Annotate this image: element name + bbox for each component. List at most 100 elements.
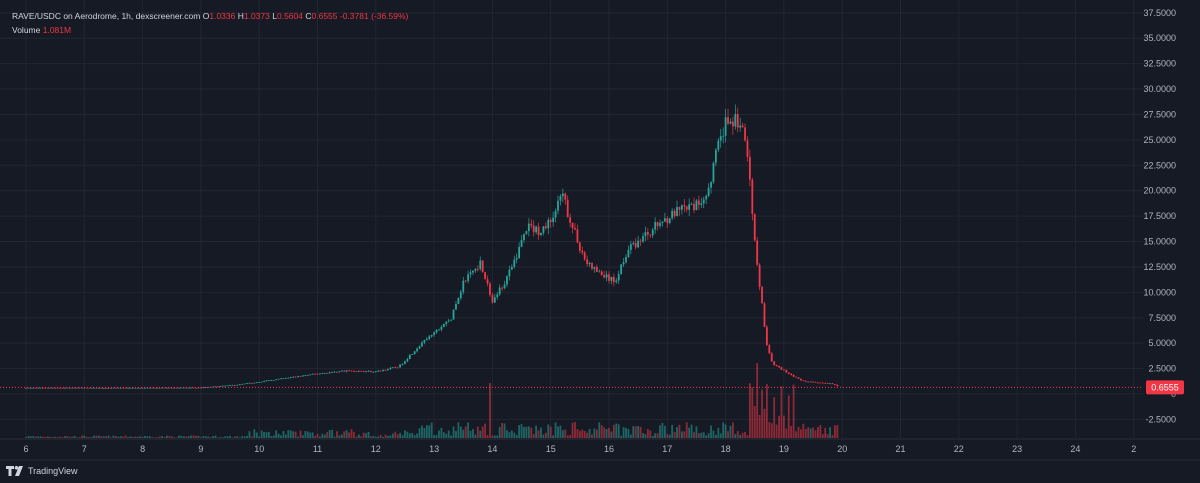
volume-bar	[29, 436, 32, 438]
candle-body	[336, 371, 338, 373]
volume-bar	[523, 426, 525, 438]
candle-body	[107, 387, 110, 389]
candle-body	[758, 264, 761, 287]
candle-body	[676, 207, 678, 216]
volume-bar	[418, 428, 421, 438]
volume-bar	[365, 433, 367, 438]
volume-bar	[734, 434, 737, 438]
candle-body	[459, 291, 462, 299]
volume-bar	[639, 426, 642, 438]
candle-body	[302, 375, 304, 377]
volume-bar	[603, 427, 606, 438]
x-tick-label: 21	[895, 444, 905, 454]
candle-body	[408, 354, 411, 359]
volume-bar	[212, 436, 214, 438]
volume-bar	[61, 437, 64, 438]
candle-body	[549, 219, 552, 223]
volume-bar	[663, 425, 666, 438]
volume-bar	[595, 429, 598, 438]
volume-bar	[627, 429, 630, 438]
volume-bar	[493, 435, 496, 438]
volume-bar	[761, 389, 763, 438]
candle-body	[714, 149, 717, 163]
candle-body	[139, 387, 142, 389]
tradingview-attribution[interactable]: TradingView	[6, 466, 78, 476]
candle-body	[817, 382, 819, 384]
candle-body	[185, 387, 188, 389]
volume-bar	[530, 427, 533, 438]
volume-bar	[202, 436, 205, 438]
volume-bar	[646, 429, 649, 438]
x-tick-label: 17	[662, 444, 672, 454]
candle-body	[425, 338, 428, 341]
volume-bar	[491, 435, 494, 438]
candle-body	[525, 231, 528, 235]
volume-bar	[292, 431, 295, 438]
candle-body	[328, 372, 331, 374]
volume-bar	[297, 436, 299, 438]
volume-bar	[80, 435, 83, 438]
volume-bar	[272, 435, 275, 438]
last-price-label: 0.6555	[1146, 380, 1184, 395]
candle-body	[800, 378, 802, 381]
volume-bar	[255, 432, 258, 438]
volume-bar	[739, 434, 742, 438]
x-tick-label: 8	[140, 444, 145, 454]
candle-body	[644, 232, 647, 237]
candle-body	[272, 380, 275, 381]
candle-body	[812, 381, 814, 383]
volume-bar	[275, 430, 278, 438]
candle-body	[231, 385, 234, 386]
volume-bar	[131, 437, 134, 438]
volume-bar	[620, 435, 623, 438]
candle-body	[85, 387, 88, 389]
candle-body	[292, 376, 295, 378]
volume-bar	[314, 436, 316, 438]
y-tick-label: 15.0000	[1143, 237, 1176, 247]
candle-body	[503, 284, 506, 289]
volume-bar	[411, 432, 414, 438]
candle-body	[688, 204, 691, 210]
ohlc-high: H1.0373	[237, 11, 270, 21]
volume-bar	[459, 426, 462, 438]
candle-body	[377, 370, 380, 372]
price-axis[interactable]: 37.5000 35.0000 32.5000 30.0000 27.5000 25.00…	[1143, 8, 1176, 425]
candle-body	[153, 387, 156, 389]
y-tick-label: 35.0000	[1143, 33, 1176, 43]
candle-body	[442, 323, 445, 327]
candle-body	[836, 384, 839, 387]
candle-body	[807, 381, 810, 383]
volume-bar	[200, 437, 202, 438]
candle-body	[66, 387, 69, 389]
candle-body	[646, 232, 649, 235]
candle-body	[309, 374, 312, 376]
candle-body	[221, 385, 224, 387]
volume-bar	[328, 430, 331, 438]
candle-body	[700, 203, 703, 205]
candle-body	[727, 117, 729, 124]
chart-legend: RAVE/USDC on Aerodrome, 1h, dexscreener.…	[12, 9, 408, 37]
volume-bar	[217, 437, 219, 438]
volume-bar	[792, 384, 795, 438]
volume-bar	[219, 437, 222, 438]
volume-bar	[756, 363, 759, 438]
candle-body	[493, 297, 496, 303]
candle-body	[423, 340, 426, 343]
candle-body	[637, 240, 640, 248]
candle-body	[469, 272, 472, 275]
volume-bar	[598, 422, 601, 438]
volume-bar	[804, 429, 807, 438]
volume-bar	[231, 437, 234, 438]
volume-bar	[88, 437, 91, 438]
candle-body	[445, 321, 448, 324]
candle-body	[32, 387, 35, 389]
candle-body	[253, 382, 256, 384]
time-axis[interactable]: 6 7 8 9 10 11 12 13 14 15 16 17 18 19 20 21 22 23 24 2	[0, 438, 1200, 461]
volume-bar	[474, 434, 477, 438]
candle-body	[625, 257, 627, 263]
volume-bar	[78, 437, 81, 438]
candle-body	[540, 232, 542, 236]
candle-body	[367, 370, 370, 372]
candle-body	[270, 380, 273, 381]
